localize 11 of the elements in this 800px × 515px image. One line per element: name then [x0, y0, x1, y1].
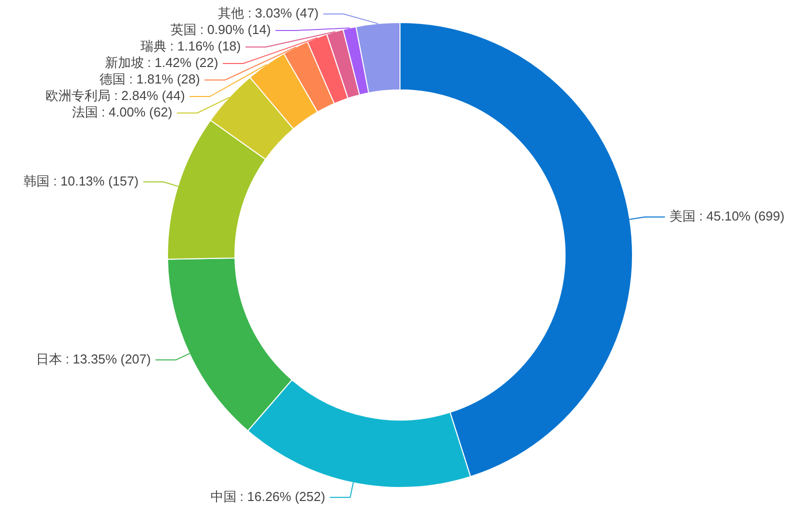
slice-label: 美国 : 45.10% (699)	[670, 208, 784, 224]
slice-label: 德国 : 1.81% (28)	[100, 72, 200, 87]
slice-label: 欧洲专利局 : 2.84% (44)	[45, 88, 185, 104]
slice-label: 英国 : 0.90% (14)	[170, 22, 271, 38]
slice-label: 中国 : 16.26% (252)	[210, 489, 326, 504]
slice-label: 新加坡 : 1.42% (22)	[104, 55, 218, 70]
slice-label: 日本 : 13.35% (207)	[36, 352, 151, 367]
slice-label: 其他 : 3.03% (47)	[218, 6, 319, 21]
slice-label: 瑞典 : 1.16% (18)	[140, 38, 241, 54]
slice-label: 韩国 : 10.13% (157)	[24, 173, 139, 188]
slice-label: 法国 : 4.00% (62)	[72, 104, 172, 120]
